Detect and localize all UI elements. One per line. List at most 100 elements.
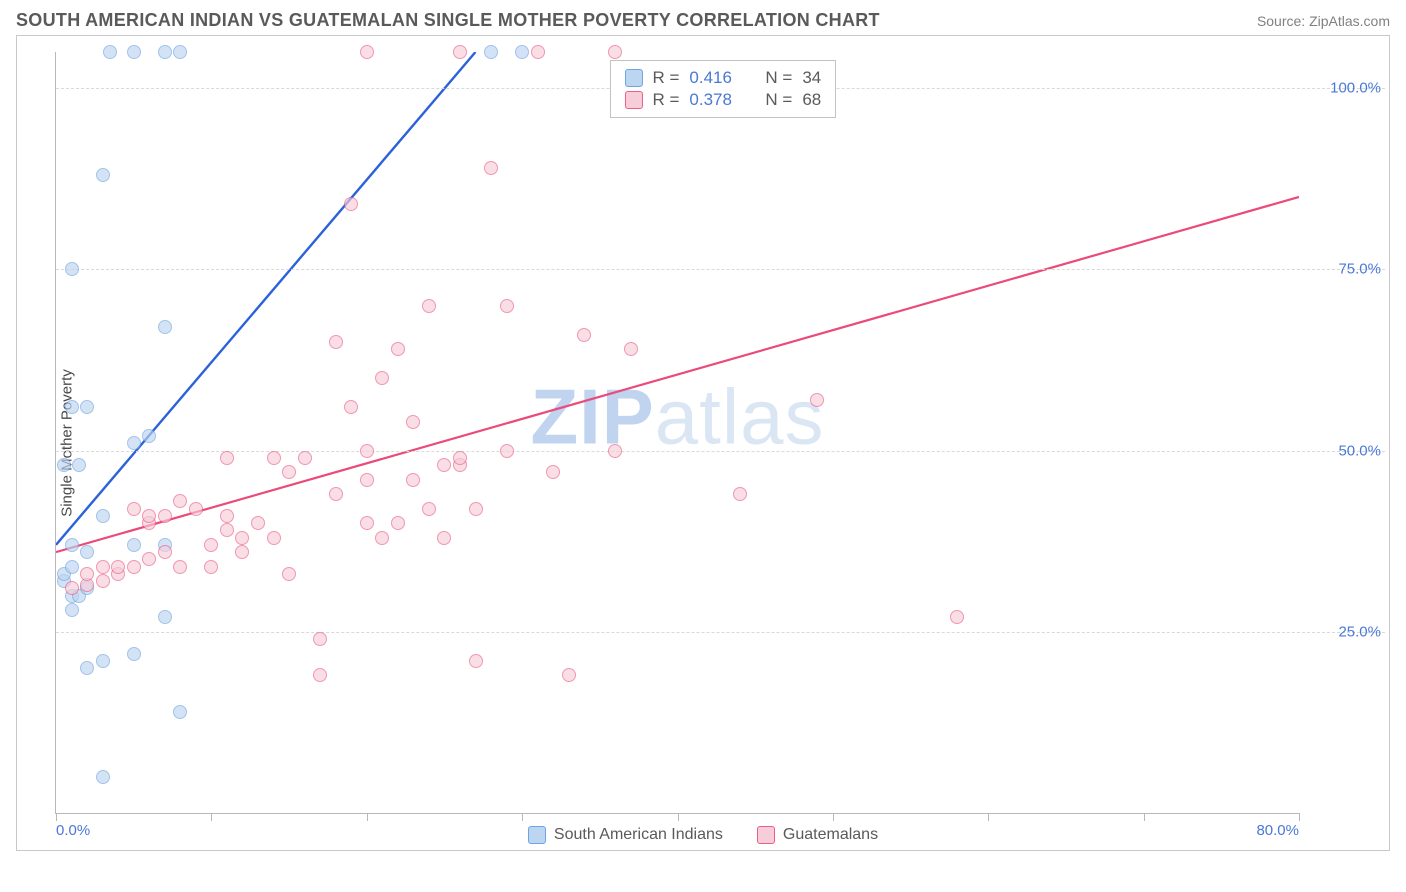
x-tick <box>211 813 212 821</box>
data-point <box>810 393 824 407</box>
data-point <box>500 299 514 313</box>
data-point <box>80 567 94 581</box>
data-point <box>57 458 71 472</box>
legend-stats: R =0.416N =34R =0.378N =68 <box>609 60 836 118</box>
data-point <box>453 45 467 59</box>
data-point <box>127 647 141 661</box>
data-point <box>96 560 110 574</box>
data-point <box>158 545 172 559</box>
data-point <box>344 197 358 211</box>
chart-container: Single Mother Poverty ZIPatlas R =0.416N… <box>16 35 1390 851</box>
data-point <box>127 502 141 516</box>
data-point <box>344 400 358 414</box>
data-point <box>500 444 514 458</box>
data-point <box>608 444 622 458</box>
legend-r-label: R = <box>652 68 679 88</box>
legend-r-value: 0.378 <box>689 90 745 110</box>
legend-series-label: South American Indians <box>554 826 723 844</box>
data-point <box>220 451 234 465</box>
plot-area: ZIPatlas R =0.416N =34R =0.378N =68 25.0… <box>55 52 1299 814</box>
legend-stats-row: R =0.416N =34 <box>624 67 821 89</box>
data-point <box>329 487 343 501</box>
data-point <box>313 668 327 682</box>
data-point <box>360 516 374 530</box>
data-point <box>65 603 79 617</box>
data-point <box>624 342 638 356</box>
y-tick-label: 50.0% <box>1338 442 1381 459</box>
data-point <box>298 451 312 465</box>
data-point <box>204 538 218 552</box>
trendlines-svg <box>56 52 1299 813</box>
data-point <box>142 509 156 523</box>
gridline <box>56 451 1385 452</box>
data-point <box>469 502 483 516</box>
data-point <box>437 531 451 545</box>
data-point <box>173 560 187 574</box>
gridline <box>56 632 1385 633</box>
legend-series-item: Guatemalans <box>757 826 878 844</box>
data-point <box>158 509 172 523</box>
data-point <box>484 161 498 175</box>
data-point <box>72 458 86 472</box>
data-point <box>515 45 529 59</box>
data-point <box>127 538 141 552</box>
x-tick <box>522 813 523 821</box>
data-point <box>65 400 79 414</box>
data-point <box>313 632 327 646</box>
x-tick <box>1299 813 1300 821</box>
data-point <box>484 45 498 59</box>
data-point <box>142 429 156 443</box>
data-point <box>80 400 94 414</box>
x-tick <box>367 813 368 821</box>
legend-series-item: South American Indians <box>528 826 723 844</box>
trendline <box>56 52 476 545</box>
watermark: ZIPatlas <box>530 372 824 463</box>
data-point <box>577 328 591 342</box>
data-point <box>267 531 281 545</box>
data-point <box>96 654 110 668</box>
data-point <box>65 262 79 276</box>
data-point <box>127 436 141 450</box>
legend-n-value: 68 <box>802 90 821 110</box>
legend-swatch <box>528 826 546 844</box>
y-tick-label: 25.0% <box>1338 623 1381 640</box>
data-point <box>127 45 141 59</box>
legend-n-value: 34 <box>802 68 821 88</box>
data-point <box>65 581 79 595</box>
data-point <box>96 574 110 588</box>
data-point <box>96 509 110 523</box>
data-point <box>127 560 141 574</box>
data-point <box>375 531 389 545</box>
data-point <box>80 661 94 675</box>
data-point <box>173 45 187 59</box>
data-point <box>422 299 436 313</box>
source-attribution: Source: ZipAtlas.com <box>1257 13 1390 29</box>
data-point <box>608 45 622 59</box>
x-tick <box>56 813 57 821</box>
data-point <box>173 494 187 508</box>
data-point <box>406 473 420 487</box>
legend-swatch <box>624 91 642 109</box>
data-point <box>360 473 374 487</box>
legend-r-label: R = <box>652 90 679 110</box>
data-point <box>65 538 79 552</box>
data-point <box>103 45 117 59</box>
gridline <box>56 269 1385 270</box>
data-point <box>422 502 436 516</box>
x-tick <box>1144 813 1145 821</box>
data-point <box>235 531 249 545</box>
x-tick <box>833 813 834 821</box>
data-point <box>391 342 405 356</box>
data-point <box>158 45 172 59</box>
data-point <box>391 516 405 530</box>
data-point <box>220 523 234 537</box>
data-point <box>329 335 343 349</box>
data-point <box>546 465 560 479</box>
data-point <box>251 516 265 530</box>
data-point <box>173 705 187 719</box>
data-point <box>142 552 156 566</box>
data-point <box>267 451 281 465</box>
legend-stats-row: R =0.378N =68 <box>624 89 821 111</box>
data-point <box>282 567 296 581</box>
data-point <box>220 509 234 523</box>
